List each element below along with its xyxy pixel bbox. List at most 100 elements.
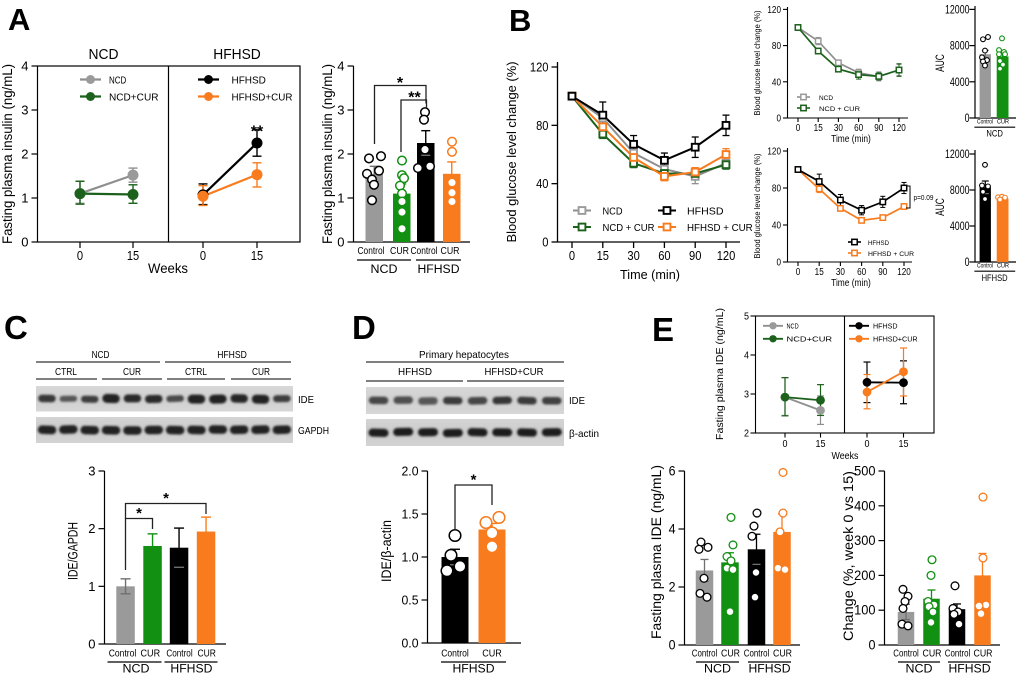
- svg-text:120: 120: [530, 60, 549, 75]
- svg-text:AUC: AUC: [933, 198, 947, 216]
- svg-text:HFHSD: HFHSD: [687, 207, 724, 218]
- svg-text:*: *: [136, 505, 142, 522]
- svg-text:Control: Control: [411, 246, 438, 257]
- svg-text:90: 90: [689, 248, 701, 263]
- svg-text:Fasting plasma insulin (ng/mL): Fasting plasma insulin (ng/mL): [320, 64, 335, 244]
- svg-text:Control: Control: [945, 649, 970, 660]
- svg-text:CUR: CUR: [441, 246, 460, 257]
- svg-text:0: 0: [88, 637, 95, 652]
- svg-text:2: 2: [21, 147, 28, 162]
- svg-text:*: *: [397, 75, 404, 92]
- svg-text:120: 120: [717, 248, 736, 263]
- svg-text:30: 30: [836, 267, 845, 278]
- svg-text:15: 15: [127, 248, 139, 263]
- svg-text:500: 500: [854, 464, 875, 479]
- svg-text:CUR: CUR: [198, 649, 216, 660]
- svg-text:CUR: CUR: [482, 649, 502, 660]
- svg-text:HFHSD+CUR: HFHSD+CUR: [873, 335, 918, 344]
- svg-text:80: 80: [536, 118, 548, 133]
- svg-text:B: B: [509, 3, 531, 38]
- svg-text:4000: 4000: [950, 219, 970, 233]
- svg-text:NCD: NCD: [819, 95, 833, 102]
- svg-text:2: 2: [669, 579, 676, 595]
- svg-text:E: E: [652, 311, 674, 348]
- svg-text:0: 0: [776, 258, 781, 269]
- svg-text:200: 200: [854, 568, 875, 583]
- svg-text:3: 3: [744, 390, 749, 401]
- svg-text:HFHSD: HFHSD: [949, 662, 991, 676]
- svg-text:400: 400: [854, 498, 875, 513]
- svg-text:30: 30: [834, 123, 843, 134]
- svg-text:Control: Control: [893, 649, 918, 660]
- svg-text:0: 0: [200, 248, 206, 263]
- svg-text:HFHSD+CUR: HFHSD+CUR: [232, 93, 293, 104]
- svg-text:Control: Control: [166, 649, 192, 660]
- svg-text:3: 3: [21, 103, 28, 118]
- svg-text:**: **: [408, 90, 421, 107]
- svg-text:Time (min): Time (min): [831, 134, 871, 145]
- svg-text:CUR: CUR: [974, 649, 993, 660]
- svg-text:120: 120: [767, 5, 781, 16]
- svg-text:NCD: NCD: [371, 262, 398, 276]
- svg-text:15: 15: [251, 248, 263, 263]
- svg-text:Control: Control: [441, 649, 469, 660]
- svg-text:5: 5: [744, 312, 749, 323]
- svg-text:CUR: CUR: [141, 649, 161, 660]
- svg-text:CUR: CUR: [390, 246, 409, 257]
- svg-text:CUR: CUR: [997, 263, 1009, 270]
- svg-text:0: 0: [965, 111, 970, 125]
- svg-text:2.0: 2.0: [402, 464, 419, 479]
- svg-text:NCD: NCD: [123, 662, 150, 676]
- svg-text:0: 0: [77, 248, 83, 263]
- svg-text:60: 60: [854, 123, 863, 134]
- svg-text:2: 2: [744, 429, 749, 440]
- svg-text:*: *: [163, 490, 169, 507]
- svg-text:8000: 8000: [950, 183, 970, 197]
- svg-text:60: 60: [857, 267, 866, 278]
- svg-text:80: 80: [772, 184, 781, 195]
- svg-text:1: 1: [337, 191, 344, 206]
- svg-text:Time (min): Time (min): [620, 268, 680, 282]
- svg-text:80: 80: [772, 41, 781, 52]
- svg-text:15: 15: [815, 267, 824, 278]
- svg-text:12000: 12000: [945, 2, 970, 16]
- svg-text:12000: 12000: [945, 147, 970, 161]
- svg-text:Change (%, week 0 vs 15): Change (%, week 0 vs 15): [840, 471, 856, 641]
- svg-text:120: 120: [897, 267, 911, 278]
- svg-text:3: 3: [88, 463, 95, 478]
- svg-text:8000: 8000: [950, 39, 970, 53]
- svg-text:0: 0: [21, 235, 28, 250]
- svg-text:0: 0: [542, 235, 548, 250]
- svg-text:HFHSD + CUR: HFHSD + CUR: [687, 223, 753, 234]
- svg-text:Control: Control: [977, 263, 993, 270]
- svg-text:0: 0: [865, 439, 870, 450]
- svg-text:NCD: NCD: [986, 129, 1003, 140]
- svg-text:Weeks: Weeks: [832, 451, 859, 462]
- svg-text:40: 40: [772, 77, 781, 88]
- svg-text:CUR: CUR: [773, 649, 792, 660]
- svg-text:NCD: NCD: [603, 207, 623, 218]
- svg-text:0: 0: [869, 638, 876, 653]
- svg-text:Time (min): Time (min): [831, 278, 871, 289]
- svg-text:HFHSD: HFHSD: [868, 240, 889, 247]
- svg-text:CUR: CUR: [123, 367, 141, 378]
- svg-text:NCD: NCD: [906, 662, 933, 676]
- svg-text:HFHSD: HFHSD: [453, 662, 495, 676]
- svg-text:NCD + CUR: NCD + CUR: [819, 106, 860, 113]
- svg-text:Fasting plasma insulin (ng/mL): Fasting plasma insulin (ng/mL): [0, 64, 15, 244]
- svg-text:0: 0: [569, 248, 575, 263]
- svg-text:CTRL: CTRL: [185, 367, 207, 378]
- svg-text:CTRL: CTRL: [55, 367, 77, 378]
- svg-text:15: 15: [597, 248, 609, 263]
- svg-text:A: A: [8, 2, 30, 37]
- svg-text:0: 0: [776, 114, 781, 125]
- svg-text:**: **: [251, 124, 264, 141]
- svg-text:Blood glucose level change (%: Blood glucose level change (%): [753, 10, 762, 115]
- svg-text:Primary hepatocytes: Primary hepatocytes: [419, 350, 509, 361]
- svg-text:4: 4: [21, 59, 28, 74]
- svg-text:90: 90: [874, 123, 883, 134]
- svg-text:0: 0: [796, 123, 801, 134]
- svg-text:120: 120: [767, 147, 781, 158]
- svg-text:1: 1: [88, 579, 95, 594]
- svg-text:IDE/β-actin: IDE/β-actin: [379, 520, 394, 582]
